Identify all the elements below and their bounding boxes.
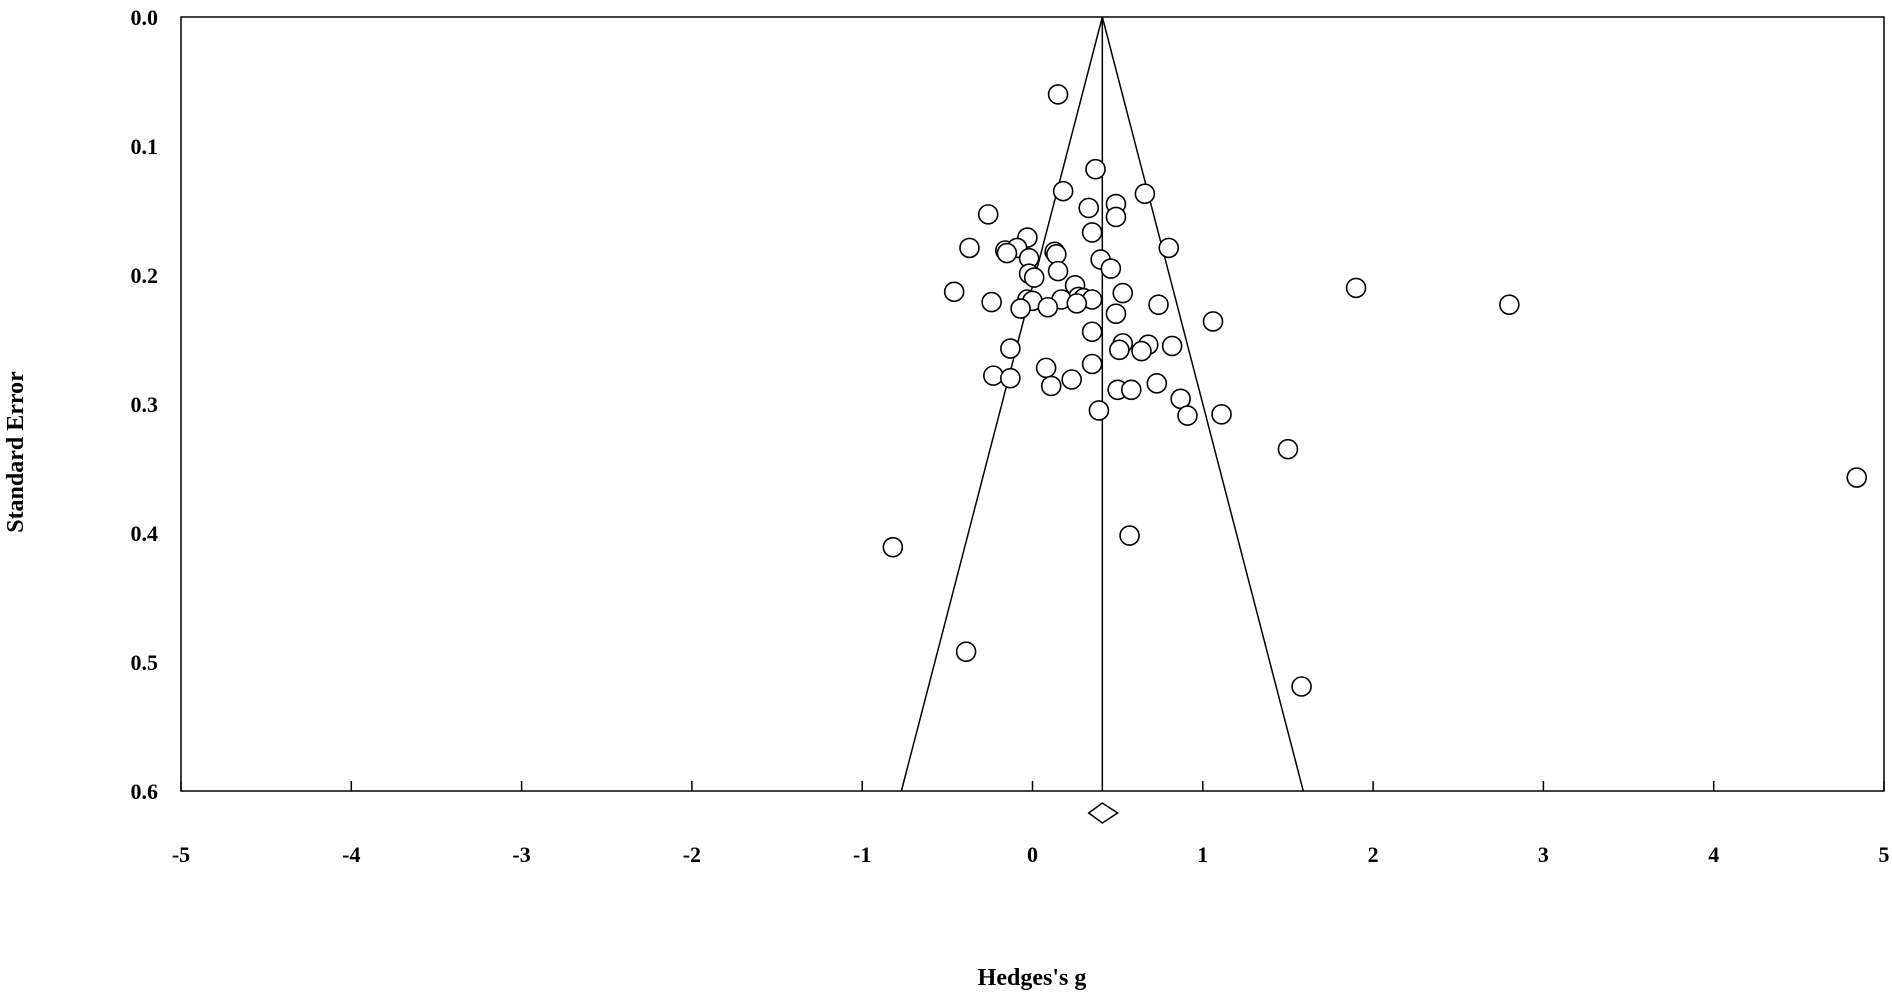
study-point — [1040, 375, 1062, 397]
study-point — [1035, 357, 1057, 379]
study-point — [959, 237, 980, 259]
study-point — [1158, 237, 1180, 259]
study-point — [977, 204, 999, 225]
study-point — [1105, 303, 1127, 325]
study-point — [1131, 340, 1152, 362]
x-tick-label: 2 — [1368, 842, 1379, 867]
study-point — [1291, 676, 1312, 697]
study-point — [983, 365, 1004, 386]
study-point — [1037, 296, 1059, 318]
study-points — [882, 84, 1868, 697]
study-point — [981, 291, 1002, 313]
pooled-diamond — [1087, 802, 1120, 824]
study-point — [1161, 335, 1183, 357]
funnel-left-line — [900, 16, 1104, 792]
study-point — [1081, 321, 1103, 343]
study-point — [943, 281, 965, 303]
x-tick-label: -4 — [342, 842, 360, 867]
y-tick-label: 0.4 — [131, 521, 159, 546]
funnel-right-line — [1101, 16, 1305, 792]
x-tick-label: 4 — [1708, 842, 1719, 867]
study-point — [955, 641, 977, 662]
study-point — [1088, 400, 1110, 421]
y-tick-label: 0.0 — [131, 5, 159, 30]
study-point — [1211, 404, 1232, 425]
study-point — [1047, 260, 1069, 282]
study-point — [1085, 158, 1106, 180]
study-point — [1202, 311, 1224, 332]
plot-frame — [180, 16, 1885, 792]
y-axis: 0.0 0.1 0.2 0.3 0.4 0.5 0.6 — [131, 5, 159, 804]
study-point — [1052, 180, 1074, 202]
study-point — [1010, 298, 1031, 319]
study-point — [1119, 525, 1140, 546]
study-point — [1177, 405, 1198, 426]
study-point — [1148, 294, 1169, 315]
x-tick-label: -1 — [853, 842, 871, 867]
study-point — [1081, 222, 1103, 243]
x-axis: -5 -4 -3 -2 -1 0 1 2 3 4 5 — [172, 781, 1890, 867]
x-tick-label: 3 — [1538, 842, 1549, 867]
study-point — [1120, 379, 1142, 401]
y-tick-label: 0.3 — [131, 392, 159, 417]
study-point — [1146, 373, 1168, 394]
study-point — [1100, 258, 1122, 279]
y-tick-label: 0.5 — [131, 650, 159, 675]
study-point — [1081, 353, 1103, 375]
x-tick-label: 1 — [1197, 842, 1208, 867]
x-axis-title: Hedges's g — [978, 965, 1087, 991]
study-point — [1066, 293, 1088, 314]
study-point — [1105, 206, 1127, 228]
x-tick-label: -2 — [683, 842, 701, 867]
y-tick-label: 0.2 — [131, 263, 159, 288]
study-point — [1000, 338, 1021, 359]
study-point — [1047, 84, 1069, 105]
study-point — [1277, 438, 1299, 460]
study-point — [882, 536, 904, 558]
study-point — [1023, 267, 1045, 288]
study-point — [1078, 197, 1099, 219]
x-tick-label: -5 — [172, 842, 190, 867]
study-point — [996, 242, 1018, 264]
study-point — [1061, 369, 1082, 390]
x-tick-label: 0 — [1027, 842, 1038, 867]
study-point — [1846, 467, 1868, 488]
y-tick-label: 0.1 — [131, 134, 159, 159]
study-point — [1112, 282, 1134, 304]
study-point — [1345, 277, 1367, 299]
y-tick-label: 0.6 — [131, 779, 159, 804]
pooled-estimate — [1087, 802, 1120, 824]
study-point — [1000, 367, 1021, 389]
study-point — [1109, 339, 1130, 361]
x-tick-label: -3 — [512, 842, 530, 867]
y-axis-title: Standard Error — [3, 371, 29, 533]
x-tick-label: 5 — [1879, 842, 1890, 867]
study-point — [1134, 183, 1156, 205]
study-point — [1499, 294, 1520, 315]
